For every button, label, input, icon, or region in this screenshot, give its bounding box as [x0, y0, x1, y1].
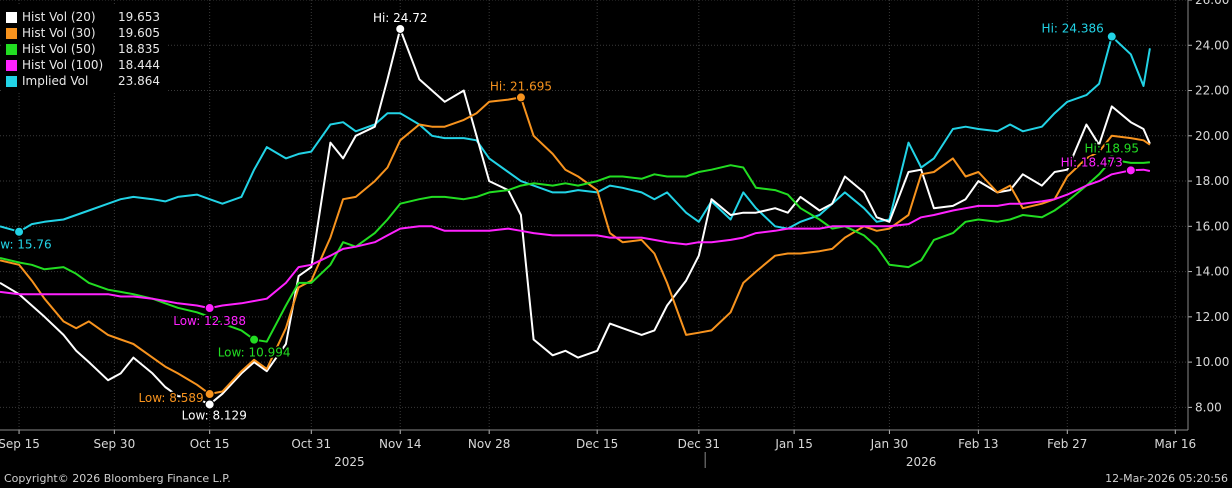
annotation-label: Low: 12.388: [173, 314, 246, 328]
x-tick-label: Jan 15: [774, 437, 813, 451]
copyright-text: Copyright© 2026 Bloomberg Finance L.P.: [4, 472, 231, 485]
legend-label: Hist Vol (100): [22, 58, 104, 72]
annotation-label: Hi: 24.72: [373, 11, 428, 25]
x-tick-label: Dec 31: [678, 437, 720, 451]
annotation-halo: Low: 15.76: [0, 238, 52, 252]
legend-value: 18.444: [118, 58, 160, 72]
y-tick-label: 26.00: [1195, 0, 1229, 7]
legend-value: 23.864: [118, 74, 160, 88]
y-tick-label: 22.00: [1195, 84, 1229, 98]
annotation-label: Hi: 21.695: [490, 79, 552, 93]
annotation-marker: [204, 303, 215, 314]
legend-swatch: [6, 59, 17, 71]
y-tick-label: 14.00: [1195, 265, 1229, 279]
series-line: [0, 35, 1151, 233]
series-line: [0, 158, 1151, 343]
x-tick-label: Nov 14: [379, 437, 422, 451]
legend-swatch: [6, 27, 17, 39]
y-tick-label: 10.00: [1195, 355, 1229, 369]
annotation-marker: [204, 389, 215, 400]
legend-swatch: [6, 11, 17, 23]
legend-swatch: [6, 43, 17, 55]
x-tick-label: Feb 27: [1047, 437, 1087, 451]
y-tick-label: 20.00: [1195, 129, 1229, 143]
annotation-label: Hi: 24.386: [1042, 22, 1104, 36]
y-tick-label: 24.00: [1195, 38, 1229, 52]
annotation-marker: [395, 23, 406, 34]
annotation-marker: [204, 399, 215, 410]
x-tick-label: Oct 15: [190, 437, 230, 451]
annotation-marker: [14, 226, 25, 237]
annotation-label: Low: 8.129: [182, 408, 247, 422]
chart-legend: Hist Vol (20) 19.653 Hist Vol (30) 19.60…: [2, 6, 166, 92]
legend-value: 19.653: [118, 10, 160, 24]
annotation-label: Low: 8.589: [138, 391, 203, 405]
series-line: [0, 168, 1151, 310]
annotation-label: Hi: 18.95: [1084, 142, 1139, 156]
annotation-halo: Hi: 24.386: [1042, 22, 1104, 36]
annotation-marker: [1125, 165, 1136, 176]
series-line: [0, 28, 1151, 406]
legend-label: Hist Vol (20): [22, 10, 96, 24]
annotation-halo: Low: 8.129: [182, 408, 247, 422]
y-tick-label: 12.00: [1195, 310, 1229, 324]
annotation-halo: Hi: 18.473: [1061, 155, 1123, 169]
y-tick-label: 8.00: [1195, 400, 1222, 414]
annotation-halo: Hi: 24.72: [373, 11, 428, 25]
legend-swatch: [6, 75, 17, 87]
annotation-marker: [249, 334, 260, 345]
legend-item-hist-vol-100: Hist Vol (100) 18.444: [6, 57, 160, 73]
legend-label: Implied Vol: [22, 74, 89, 88]
x-tick-label: Sep 15: [0, 437, 40, 451]
annotation-halo: Hi: 18.95: [1084, 142, 1139, 156]
y-tick-label: 18.00: [1195, 174, 1229, 188]
annotation-label: Hi: 18.473: [1061, 155, 1123, 169]
legend-value: 19.605: [118, 26, 160, 40]
annotation-label: Low: 15.76: [0, 238, 52, 252]
legend-value: 18.835: [118, 42, 160, 56]
series-line: [0, 96, 1151, 395]
annotation-label: Low: 10.994: [218, 346, 291, 360]
year-label: 2026: [906, 455, 937, 469]
annotation-halo: Hi: 21.695: [490, 79, 552, 93]
legend-item-hist-vol-30: Hist Vol (30) 19.605: [6, 25, 160, 41]
year-label: 2025: [334, 455, 365, 469]
legend-item-hist-vol-20: Hist Vol (20) 19.653: [6, 9, 160, 25]
legend-item-hist-vol-50: Hist Vol (50) 18.835: [6, 41, 160, 57]
annotation-halo: Low: 12.388: [173, 314, 246, 328]
annotation-marker: [515, 92, 526, 103]
annotation-marker: [1106, 31, 1117, 42]
legend-label: Hist Vol (50): [22, 42, 96, 56]
x-tick-label: Dec 15: [576, 437, 618, 451]
y-tick-label: 16.00: [1195, 219, 1229, 233]
timestamp-text: 12-Mar-2026 05:20:56: [1105, 472, 1228, 485]
x-tick-label: Nov 28: [468, 437, 511, 451]
annotation-halo: Low: 10.994: [218, 346, 291, 360]
annotation-halo: Low: 8.589: [138, 391, 203, 405]
x-tick-label: Jan 30: [870, 437, 909, 451]
x-tick-label: Oct 31: [291, 437, 331, 451]
x-tick-label: Mar 16: [1154, 437, 1196, 451]
x-tick-label: Sep 30: [94, 437, 136, 451]
x-tick-label: Feb 13: [958, 437, 998, 451]
annotation-marker: [1106, 154, 1117, 165]
legend-label: Hist Vol (30): [22, 26, 96, 40]
legend-item-implied-vol: Implied Vol 23.864: [6, 73, 160, 89]
